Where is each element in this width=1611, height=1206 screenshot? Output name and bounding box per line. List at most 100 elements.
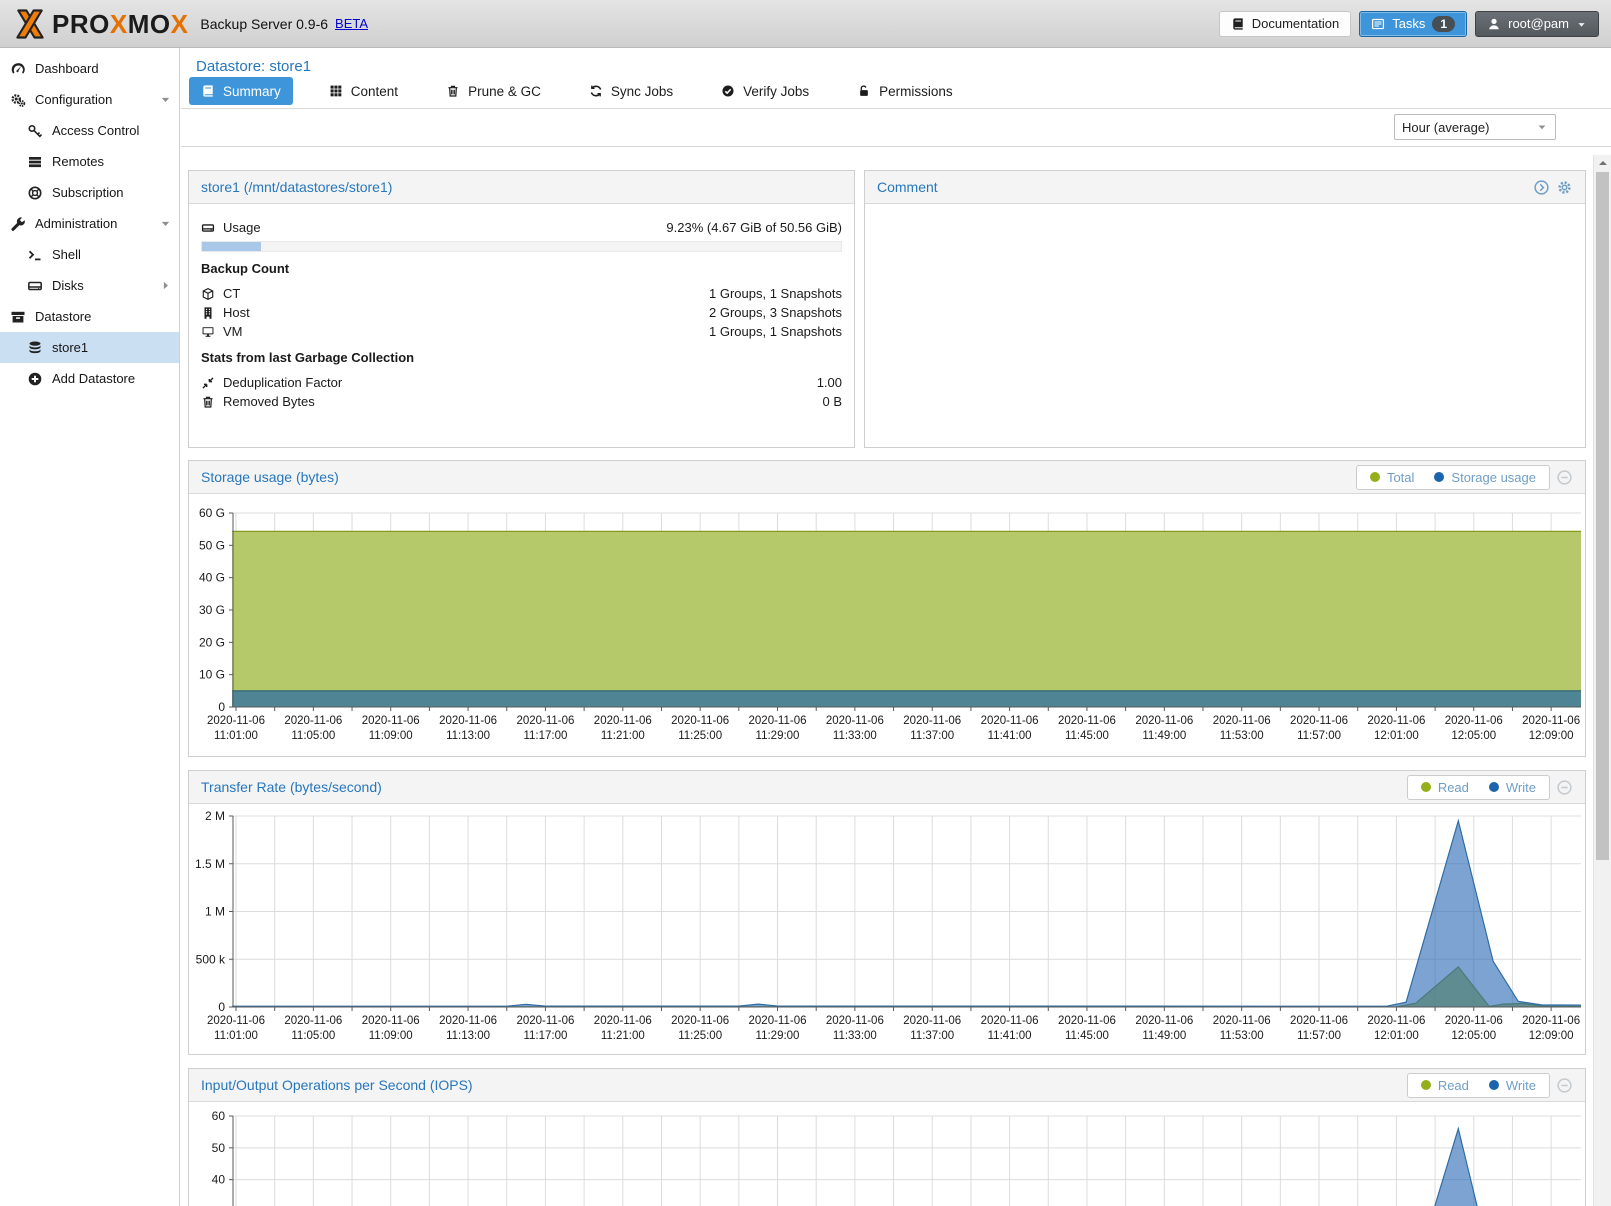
top-bar: PROXMOX Backup Server 0.9-6 BETA Documen…	[0, 0, 1611, 48]
undo-zoom-icon[interactable]	[1556, 1077, 1573, 1094]
input-output-operations-per-second-iops-chart[interactable]: 60504030201002020-11-0611:01:002020-11-0…	[189, 1102, 1581, 1206]
expand-circle-icon[interactable]	[1533, 179, 1550, 196]
svg-text:50 G: 50 G	[199, 538, 225, 552]
gc-stats-rows: Deduplication Factor 1.00 Removed Bytes …	[201, 373, 842, 411]
sidebar-item-administration[interactable]: Administration	[0, 208, 179, 239]
beta-link[interactable]: BETA	[335, 16, 369, 31]
tab-prune-gc[interactable]: Prune & GC	[434, 77, 553, 105]
sidebar-item-access-control[interactable]: Access Control	[0, 115, 179, 146]
svg-text:2020-11-06: 2020-11-06	[1213, 715, 1271, 727]
sidebar-item-add-datastore[interactable]: Add Datastore	[0, 363, 179, 394]
svg-text:2020-11-06: 2020-11-06	[516, 715, 574, 727]
sidebar-item-subscription[interactable]: Subscription	[0, 177, 179, 208]
time-range-select[interactable]: Hour (average)	[1394, 114, 1556, 140]
server-list-icon	[27, 154, 43, 170]
book-icon	[201, 84, 215, 98]
tab-sync-jobs[interactable]: Sync Jobs	[577, 77, 685, 105]
chart-title: Transfer Rate (bytes/second)	[201, 779, 382, 795]
building-icon	[201, 306, 215, 320]
svg-text:11:01:00: 11:01:00	[214, 1030, 258, 1042]
documentation-button[interactable]: Documentation	[1218, 10, 1352, 37]
svg-text:2020-11-06: 2020-11-06	[362, 1015, 420, 1027]
sidebar-item-datastore[interactable]: Datastore	[0, 301, 179, 332]
legend-item-total[interactable]: Total	[1369, 469, 1415, 485]
trash-icon	[201, 395, 215, 409]
svg-text:11:05:00: 11:05:00	[291, 730, 335, 742]
legend-label: Write	[1505, 779, 1536, 795]
legend-item-read[interactable]: Read	[1420, 780, 1469, 795]
desktop-icon	[201, 325, 215, 339]
svg-text:11:09:00: 11:09:00	[369, 730, 413, 742]
svg-text:40: 40	[212, 1173, 226, 1187]
sidebar-item-dashboard[interactable]: Dashboard	[0, 53, 179, 84]
caret-down-icon[interactable]	[159, 93, 172, 106]
sidebar-item-configuration[interactable]: Configuration	[0, 84, 179, 115]
chart-legend: Read Write	[1406, 774, 1550, 800]
svg-text:30 G: 30 G	[199, 603, 225, 617]
usage-value: 9.23% (4.67 GiB of 50.56 GiB)	[666, 220, 842, 235]
stat-row-host: Host 2 Groups, 3 Snapshots	[201, 303, 842, 322]
dashboard-icon	[10, 61, 26, 77]
gear-icon[interactable]	[1556, 179, 1573, 196]
sidebar-item-shell[interactable]: Shell	[0, 239, 179, 270]
svg-text:2020-11-06: 2020-11-06	[749, 715, 807, 727]
sidebar-item-remotes[interactable]: Remotes	[0, 146, 179, 177]
svg-text:2020-11-06: 2020-11-06	[903, 715, 961, 727]
undo-zoom-icon[interactable]	[1556, 469, 1573, 486]
sidebar-item-store1[interactable]: store1	[0, 332, 179, 363]
chart-title: Input/Output Operations per Second (IOPS…	[201, 1077, 473, 1093]
tab-summary[interactable]: Summary	[189, 77, 293, 105]
stat-value: 2 Groups, 3 Snapshots	[709, 305, 842, 320]
svg-text:0: 0	[218, 1000, 225, 1014]
scrollbar-thumb[interactable]	[1596, 172, 1609, 860]
caret-down-icon[interactable]	[159, 217, 172, 230]
proxmox-wordmark: PROXMOX	[52, 11, 188, 37]
tasks-label: Tasks	[1392, 16, 1426, 31]
stat-row-vm: VM 1 Groups, 1 Snapshots	[201, 322, 842, 341]
tab-verify-jobs[interactable]: Verify Jobs	[709, 77, 821, 105]
legend-item-write[interactable]: Write	[1488, 1078, 1536, 1093]
chart-tools: Total Storage usage	[1355, 464, 1573, 490]
proxmox-x-logo-icon	[12, 6, 48, 42]
svg-text:30: 30	[212, 1205, 226, 1206]
tab-content[interactable]: Content	[317, 77, 410, 105]
logo-segment: X	[170, 8, 189, 39]
legend-item-write[interactable]: Write	[1488, 779, 1536, 795]
sidebar-item-disks[interactable]: Disks	[0, 270, 179, 301]
tasks-button[interactable]: Tasks 1	[1359, 10, 1468, 37]
cube-icon	[201, 287, 215, 301]
sidebar-item-label: store1	[52, 340, 89, 355]
user-menu-button[interactable]: root@pam	[1475, 10, 1599, 37]
svg-text:11:21:00: 11:21:00	[601, 730, 645, 742]
comment-panel-body[interactable]	[865, 204, 1585, 448]
svg-text:11:33:00: 11:33:00	[833, 1030, 877, 1042]
archive-icon	[10, 309, 26, 325]
chart-panels: Storage usage (bytes) Total Storage usage…	[188, 460, 1611, 1206]
tab-permissions[interactable]: Permissions	[845, 77, 965, 105]
life-ring-icon	[27, 185, 43, 201]
scrollbar-up-button[interactable]	[1594, 155, 1611, 171]
time-range-value: Hour (average)	[1402, 119, 1490, 135]
svg-text:11:45:00: 11:45:00	[1065, 730, 1109, 742]
terminal-icon	[27, 247, 43, 263]
vertical-scrollbar	[1593, 155, 1611, 1206]
stat-label: CT	[223, 286, 241, 301]
svg-text:11:17:00: 11:17:00	[523, 730, 567, 742]
legend-label: Total	[1386, 469, 1415, 485]
sidebar-item-label: Configuration	[35, 92, 113, 107]
caret-right-icon[interactable]	[159, 279, 172, 292]
svg-text:2020-11-06: 2020-11-06	[671, 1015, 729, 1027]
plus-circle-icon	[27, 371, 43, 387]
storage-usage-bytes-chart[interactable]: 60 G50 G40 G30 G20 G10 G02020-11-0611:01…	[189, 494, 1581, 756]
legend-item-storage-usage[interactable]: Storage usage	[1434, 470, 1536, 485]
svg-text:2020-11-06: 2020-11-06	[207, 715, 265, 727]
svg-text:60 G: 60 G	[199, 506, 225, 520]
undo-zoom-icon[interactable]	[1556, 779, 1573, 796]
comment-panel: Comment	[864, 170, 1586, 448]
sidebar-item-label: Access Control	[52, 123, 140, 138]
page-title: Datastore: store1	[196, 58, 312, 75]
legend-item-read[interactable]: Read	[1420, 1078, 1469, 1093]
legend-dot-icon	[1420, 1080, 1431, 1090]
wrench-icon	[10, 216, 26, 232]
